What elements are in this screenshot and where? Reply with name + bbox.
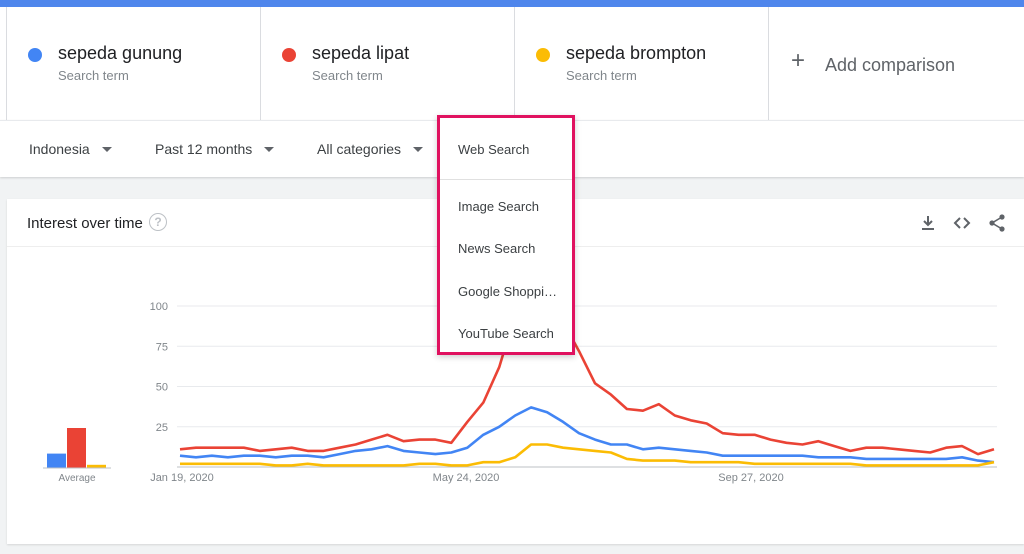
search-type-menu: Web Search Image Search News Search Goog… — [437, 115, 575, 355]
menu-item-google-shopping[interactable]: Google Shoppi… — [458, 284, 558, 299]
region-dropdown[interactable]: Indonesia — [29, 141, 112, 157]
term-card-2[interactable]: sepeda lipat Search term — [260, 7, 514, 120]
series-line — [180, 443, 995, 467]
average-bar — [67, 428, 86, 468]
series-line — [179, 406, 995, 464]
menu-item-youtube-search[interactable]: YouTube Search — [458, 326, 554, 341]
add-comparison-label: Add comparison — [825, 55, 956, 75]
menu-item-news-search[interactable]: News Search — [458, 241, 536, 256]
term-name[interactable]: sepeda brompton — [566, 43, 707, 63]
average-bar — [87, 464, 106, 468]
share-icon[interactable] — [987, 213, 1007, 233]
y-tick-label: 100 — [150, 301, 168, 313]
add-comparison-button[interactable]: + Add comparison — [768, 7, 1022, 120]
term-type: Search term — [312, 68, 383, 83]
term-card-3[interactable]: sepeda brompton Search term — [514, 7, 768, 120]
term-name[interactable]: sepeda lipat — [312, 43, 410, 63]
menu-item-image-search[interactable]: Image Search — [458, 199, 539, 214]
search-terms-bar: sepeda gunung Search term sepeda lipat S… — [0, 7, 1024, 120]
average-bar — [47, 453, 66, 468]
top-accent-bar — [0, 0, 1024, 7]
interest-chart: 100 75 50 25 Jan 19, 2020 May 24, 2020 Sep 27,… — [43, 301, 997, 484]
term-type: Search term — [58, 68, 129, 83]
series-color-dot — [282, 48, 296, 62]
series-color-dot — [28, 48, 42, 62]
card-title: Interest over time — [27, 215, 143, 232]
period-value: Past 12 months — [155, 141, 253, 157]
y-tick-label: 50 — [156, 382, 168, 394]
x-tick-label: Jan 19, 2020 — [150, 472, 214, 484]
period-dropdown[interactable]: Past 12 months — [155, 141, 275, 157]
term-name[interactable]: sepeda gunung — [58, 43, 183, 63]
series-color-dot — [536, 48, 550, 62]
y-tick-label: 75 — [156, 341, 168, 353]
term-type: Search term — [566, 68, 637, 83]
dropdown-arrow-icon — [413, 146, 424, 152]
plus-icon: + — [791, 47, 806, 74]
dropdown-arrow-icon — [264, 146, 275, 152]
download-icon[interactable] — [918, 213, 938, 233]
menu-divider — [440, 179, 572, 180]
dropdown-arrow-icon — [101, 146, 112, 152]
x-tick-label: May 24, 2020 — [433, 472, 500, 484]
term-card-1[interactable]: sepeda gunung Search term — [6, 7, 260, 120]
y-tick-label: 25 — [156, 422, 168, 434]
embed-code-icon[interactable] — [952, 213, 972, 233]
category-value: All categories — [317, 141, 402, 157]
average-label: Average — [58, 473, 96, 484]
menu-item-web-search[interactable]: Web Search — [458, 142, 530, 157]
help-icon[interactable]: ? — [149, 213, 167, 231]
category-dropdown[interactable]: All categories — [317, 141, 424, 157]
series-line — [179, 304, 995, 456]
x-tick-label: Sep 27, 2020 — [718, 472, 783, 484]
region-value: Indonesia — [29, 141, 90, 157]
